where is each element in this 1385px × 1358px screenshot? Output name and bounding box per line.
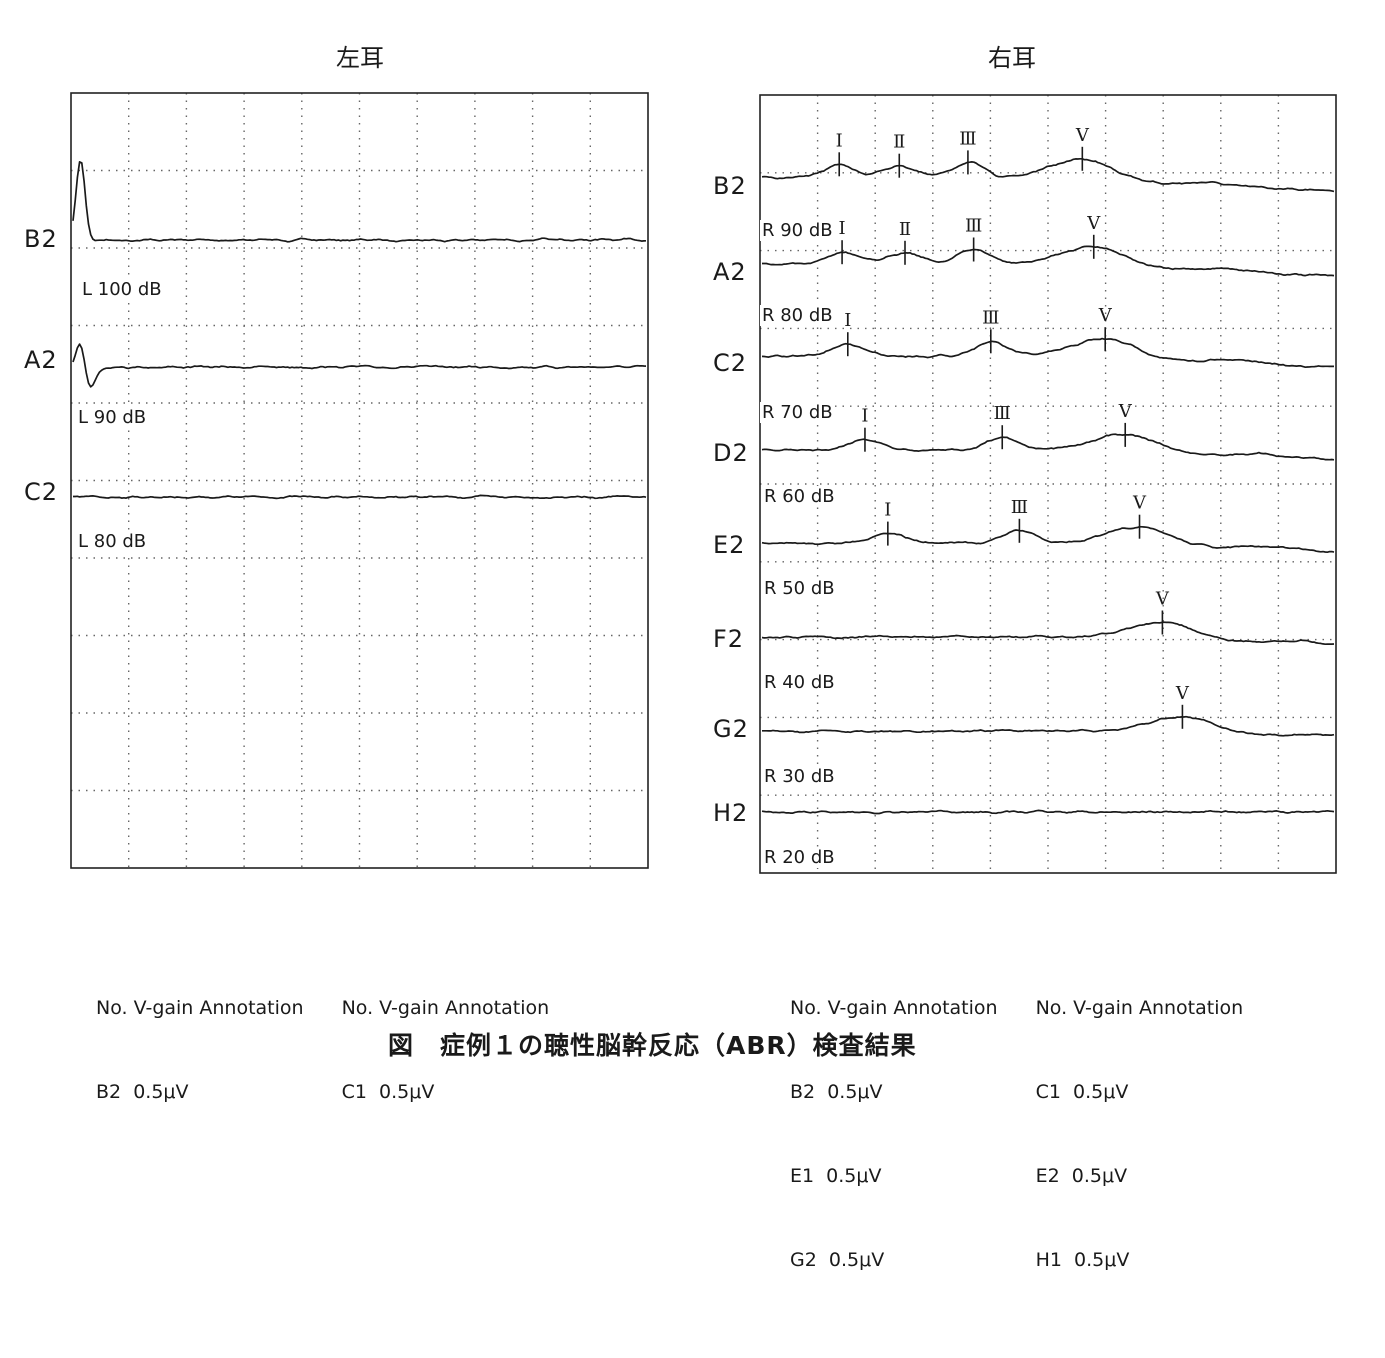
right-channel-label-h2: H2 [713,799,749,827]
wave-label-e2-Ⅰ: Ⅰ [884,500,891,521]
left-channel-label-a2: A2 [24,346,58,374]
wave-label-d2-Ⅴ: Ⅴ [1118,401,1133,422]
right-channel-label-c2: C2 [713,349,748,377]
right-level-label-h2: R 20 dB [762,847,837,868]
right-plot-frame [759,94,1337,874]
right-channel-label-a2: A2 [713,258,747,286]
wave-label-b2-Ⅴ: Ⅴ [1075,125,1090,146]
right-level-label-g2: R 30 dB [762,766,837,787]
right-trace-a2 [762,245,1335,277]
right-channel-label-e2: E2 [713,531,746,559]
left-channel-label-b2: B2 [24,225,58,253]
wave-label-b2-Ⅱ: Ⅱ [893,132,905,153]
wave-label-d2-Ⅲ: Ⅲ [994,403,1011,424]
figure-caption: 図 症例１の聴性脳幹反応（ABR）検査結果 [388,1031,917,1060]
right-channel-label-f2: F2 [713,625,745,653]
right-trace-d2 [761,433,1335,461]
left-trace-b2 [72,161,647,243]
right-trace-g2 [762,715,1335,737]
right-trace-f2 [761,621,1335,646]
right-legend-header-1: No. V-gain Annotation [790,997,998,1019]
wave-label-a2-Ⅲ: Ⅲ [965,216,982,237]
right-legend: No. V-gain Annotation B2 0.5μV E1 0.5μV … [790,882,1243,1358]
right-legend-header-2: No. V-gain Annotation [1035,997,1244,1019]
right-level-label-a2: R 80 dB [760,305,835,326]
wave-label-g2-Ⅴ: Ⅴ [1175,683,1190,704]
right-channel-label-d2: D2 [713,439,749,467]
left-ear-title: 左耳 [336,44,384,72]
left-legend-header-2: No. V-gain Annotation [341,997,550,1019]
right-level-label-c2: R 70 dB [760,402,835,423]
wave-label-c2-Ⅰ: Ⅰ [844,310,851,331]
wave-label-a2-Ⅱ: Ⅱ [899,219,911,240]
wave-label-b2-Ⅰ: Ⅰ [836,130,843,151]
right-level-label-b2: R 90 dB [760,220,835,241]
left-channel-label-c2: C2 [24,478,59,506]
wave-label-e2-Ⅴ: Ⅴ [1132,493,1147,514]
wave-label-e2-Ⅲ: Ⅲ [1011,497,1028,518]
right-legend-row-2-col-1: E1 0.5μV [790,1165,882,1187]
left-trace-c2 [73,494,647,500]
left-legend-header-1: No. V-gain Annotation [96,997,304,1019]
wave-label-a2-Ⅴ: Ⅴ [1086,213,1101,234]
right-level-label-e2: R 50 dB [762,578,837,599]
abr-plot-area: Ⅰ Ⅱ Ⅲ Ⅴ Ⅰ Ⅱ Ⅲ Ⅴ Ⅰ Ⅲ Ⅴ Ⅰ Ⅲ Ⅴ Ⅰ Ⅲ Ⅴ Ⅴ Ⅴ [70,92,1337,874]
right-channel-label-g2: G2 [713,715,749,743]
left-level-label-c2: L 80 dB [76,531,149,552]
right-channel-label-b2: B2 [713,172,747,200]
right-trace-c2 [761,337,1335,369]
left-level-label-b2: L 100 dB [80,279,164,300]
right-level-label-f2: R 40 dB [762,672,837,693]
right-legend-row-1-col-2: C1 0.5μV [1035,1081,1129,1103]
wave-label-c2-Ⅲ: Ⅲ [982,307,999,328]
wave-label-f2-Ⅴ: Ⅴ [1155,589,1170,610]
left-trace-a2 [72,343,647,388]
right-legend-row-3-col-1: G2 0.5μV [790,1249,885,1271]
wave-label-c2-Ⅴ: Ⅴ [1098,305,1113,326]
left-plot-frame [70,92,649,869]
left-legend-row-1-col-1: B2 0.5μV [96,1081,189,1103]
wave-label-a2-Ⅰ: Ⅰ [839,218,846,239]
right-legend-row-1-col-1: B2 0.5μV [790,1081,883,1103]
wave-label-d2-Ⅰ: Ⅰ [861,406,868,427]
right-legend-row-2-col-2: E2 0.5μV [1035,1165,1128,1187]
right-trace-b2 [761,157,1335,193]
right-level-label-d2: R 60 dB [762,486,837,507]
left-level-label-a2: L 90 dB [76,407,149,428]
left-legend-row-1-col-2: C1 0.5μV [341,1081,435,1103]
right-legend-row-3-col-2: H1 0.5μV [1035,1249,1130,1271]
right-ear-title: 右耳 [988,44,1036,72]
wave-label-b2-Ⅲ: Ⅲ [959,128,976,149]
right-trace-h2 [761,809,1335,815]
right-trace-e2 [761,525,1335,554]
